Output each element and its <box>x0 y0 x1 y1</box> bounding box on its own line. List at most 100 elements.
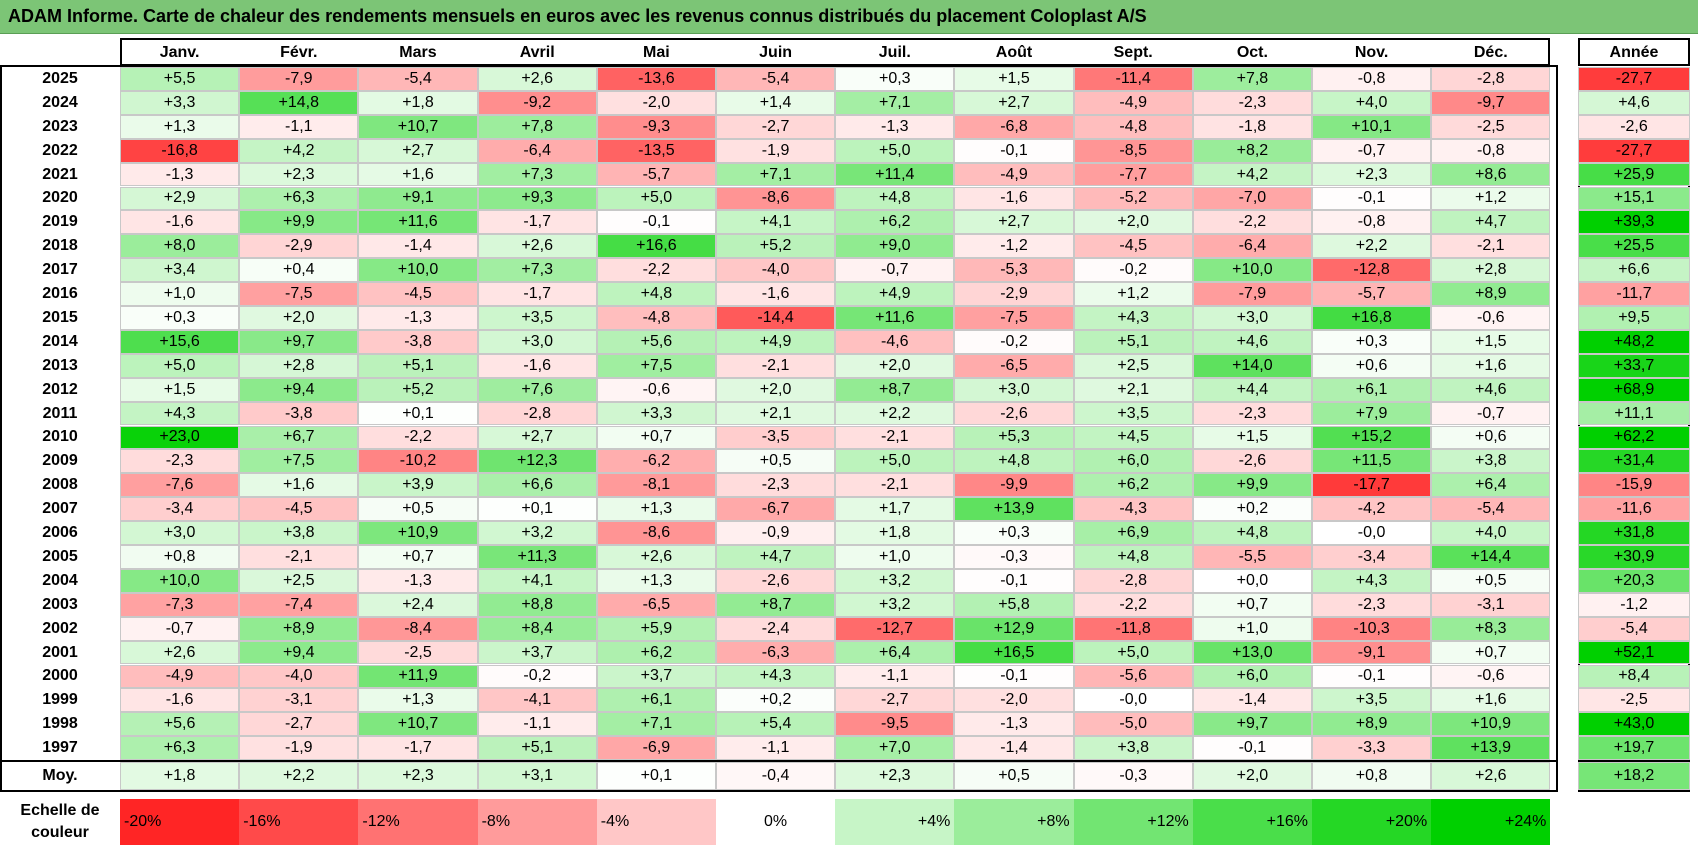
average-cell: +1,8 <box>120 762 240 791</box>
heatmap-cell: +0,2 <box>716 688 836 713</box>
heatmap-cell: +3,0 <box>1192 306 1312 330</box>
annual-cell: +11,1 <box>1578 401 1690 426</box>
heatmap-cell: -0,8 <box>1312 67 1432 91</box>
heatmap-cell: +0,4 <box>239 258 359 283</box>
color-scale-swatch: -16% <box>239 799 359 846</box>
heatmap-cell: -7,0 <box>1192 186 1312 211</box>
heatmap-cell: -4,5 <box>239 497 359 522</box>
heatmap-cell: -1,3 <box>358 568 478 593</box>
row-year-label: 2008 <box>42 476 78 494</box>
heatmap-cell: +2,5 <box>239 568 359 593</box>
heatmap-cell: +7,5 <box>596 353 716 378</box>
heatmap-cell: -8,6 <box>596 521 716 545</box>
heatmap-cell: +4,2 <box>239 138 359 163</box>
heatmap-cell: +0,5 <box>358 497 478 522</box>
heatmap-cell: +1,3 <box>358 688 478 713</box>
heatmap-cell: +7,1 <box>596 712 716 737</box>
heatmap-cell: -3,4 <box>120 497 240 522</box>
annual-cell: +4,6 <box>1578 90 1690 115</box>
heatmap-cell: -0,3 <box>954 545 1074 569</box>
annual-average-separator <box>1578 760 1690 763</box>
heatmap-cell: -2,7 <box>239 712 359 737</box>
heatmap-cell: +8,8 <box>477 592 597 617</box>
row-year-label: 2006 <box>42 524 78 542</box>
heatmap-cell: -2,3 <box>1192 90 1312 115</box>
annual-cell: +52,1 <box>1578 640 1690 665</box>
month-header: Déc. <box>1473 44 1508 61</box>
heatmap-cell: +4,9 <box>835 282 955 306</box>
heatmap-cell: +6,7 <box>239 425 359 450</box>
annual-cell: +31,4 <box>1578 449 1690 474</box>
heatmap-cell: +3,5 <box>477 306 597 330</box>
heatmap-cell: -16,8 <box>120 138 240 163</box>
heatmap-cell: -0,1 <box>954 138 1074 163</box>
heatmap-cell: +23,0 <box>120 425 240 450</box>
color-scale-swatch: +24% <box>1431 799 1551 846</box>
heatmap-cell: -0,0 <box>1312 521 1432 545</box>
heatmap-cell: +14,8 <box>239 90 359 115</box>
color-scale-swatch: -8% <box>477 799 597 846</box>
heatmap-cell: +8,7 <box>835 377 955 402</box>
heatmap-cell: +4,1 <box>716 210 836 235</box>
page-title: ADAM Informe. Carte de chaleur des rende… <box>8 6 1147 26</box>
row-year-label: 2007 <box>42 500 78 518</box>
heatmap-cell: -10,3 <box>1312 616 1432 641</box>
heatmap-cell: +10,0 <box>358 258 478 283</box>
row-year-label: 2010 <box>42 428 78 446</box>
heatmap-cell: +7,1 <box>835 90 955 115</box>
heatmap-cell: -5,3 <box>954 258 1074 283</box>
annual-cell: -11,7 <box>1578 282 1690 306</box>
average-cell: +0,5 <box>954 762 1074 791</box>
heatmap-cell: +13,9 <box>954 497 1074 522</box>
heatmap-cell: +9,7 <box>239 329 359 354</box>
heatmap-cell: -6,2 <box>596 449 716 474</box>
heatmap-cell: -1,1 <box>716 736 836 761</box>
heatmap-cell: -0,8 <box>1312 210 1432 235</box>
heatmap-cell: +6,0 <box>1073 449 1193 474</box>
heatmap-cell: -1,8 <box>1192 114 1312 139</box>
month-header: Nov. <box>1354 44 1389 61</box>
heatmap-cell: +3,5 <box>1312 688 1432 713</box>
heatmap-cell: +6,2 <box>835 210 955 235</box>
heatmap-cell: +0,1 <box>477 497 597 522</box>
heatmap-cell: -6,8 <box>954 114 1074 139</box>
heatmap-cell: -2,2 <box>1073 592 1193 617</box>
color-scale-swatch: +20% <box>1312 799 1432 846</box>
heatmap-cell: +15,6 <box>120 329 240 354</box>
annual-cell: +43,0 <box>1578 712 1690 737</box>
heatmap-cell: -1,6 <box>716 282 836 306</box>
heatmap-cell: +8,4 <box>477 616 597 641</box>
average-separator <box>0 760 1558 763</box>
heatmap-cell: -7,6 <box>120 473 240 498</box>
heatmap-cell: -1,6 <box>120 210 240 235</box>
heatmap-cell: +4,6 <box>1192 329 1312 354</box>
heatmap-cell: -6,4 <box>477 138 597 163</box>
heatmap-cell: +1,8 <box>835 521 955 545</box>
heatmap-cell: +4,8 <box>835 186 955 211</box>
annual-cell: -27,7 <box>1578 67 1690 91</box>
heatmap-cell: +4,4 <box>1192 377 1312 402</box>
annual-cell: +19,7 <box>1578 736 1690 761</box>
heatmap-cell: +5,1 <box>358 353 478 378</box>
heatmap-cell: +9,4 <box>239 377 359 402</box>
heatmap-cell: -2,9 <box>954 282 1074 306</box>
heatmap-cell: -2,2 <box>596 258 716 283</box>
heatmap-cell: -2,3 <box>1312 592 1432 617</box>
row-year-label: 2022 <box>42 141 78 159</box>
annual-cell: +6,6 <box>1578 258 1690 283</box>
heatmap-cell: -1,7 <box>477 282 597 306</box>
month-header: Févr. <box>280 44 318 61</box>
heatmap-cell: -0,7 <box>1431 401 1551 426</box>
heatmap-cell: +2,1 <box>1073 377 1193 402</box>
color-scale-swatch: +16% <box>1192 799 1312 846</box>
heatmap-cell: +1,6 <box>1431 688 1551 713</box>
heatmap-cell: +4,6 <box>1431 377 1551 402</box>
heatmap-cell: -2,0 <box>954 688 1074 713</box>
heatmap-cell: -7,4 <box>239 592 359 617</box>
month-header: Oct. <box>1236 44 1268 61</box>
heatmap-cell: +6,9 <box>1073 521 1193 545</box>
heatmap-cell: +4,7 <box>1431 210 1551 235</box>
heatmap-cell: -0,2 <box>477 664 597 689</box>
heatmap-cell: +0,7 <box>1192 592 1312 617</box>
heatmap-cell: -4,8 <box>1073 114 1193 139</box>
